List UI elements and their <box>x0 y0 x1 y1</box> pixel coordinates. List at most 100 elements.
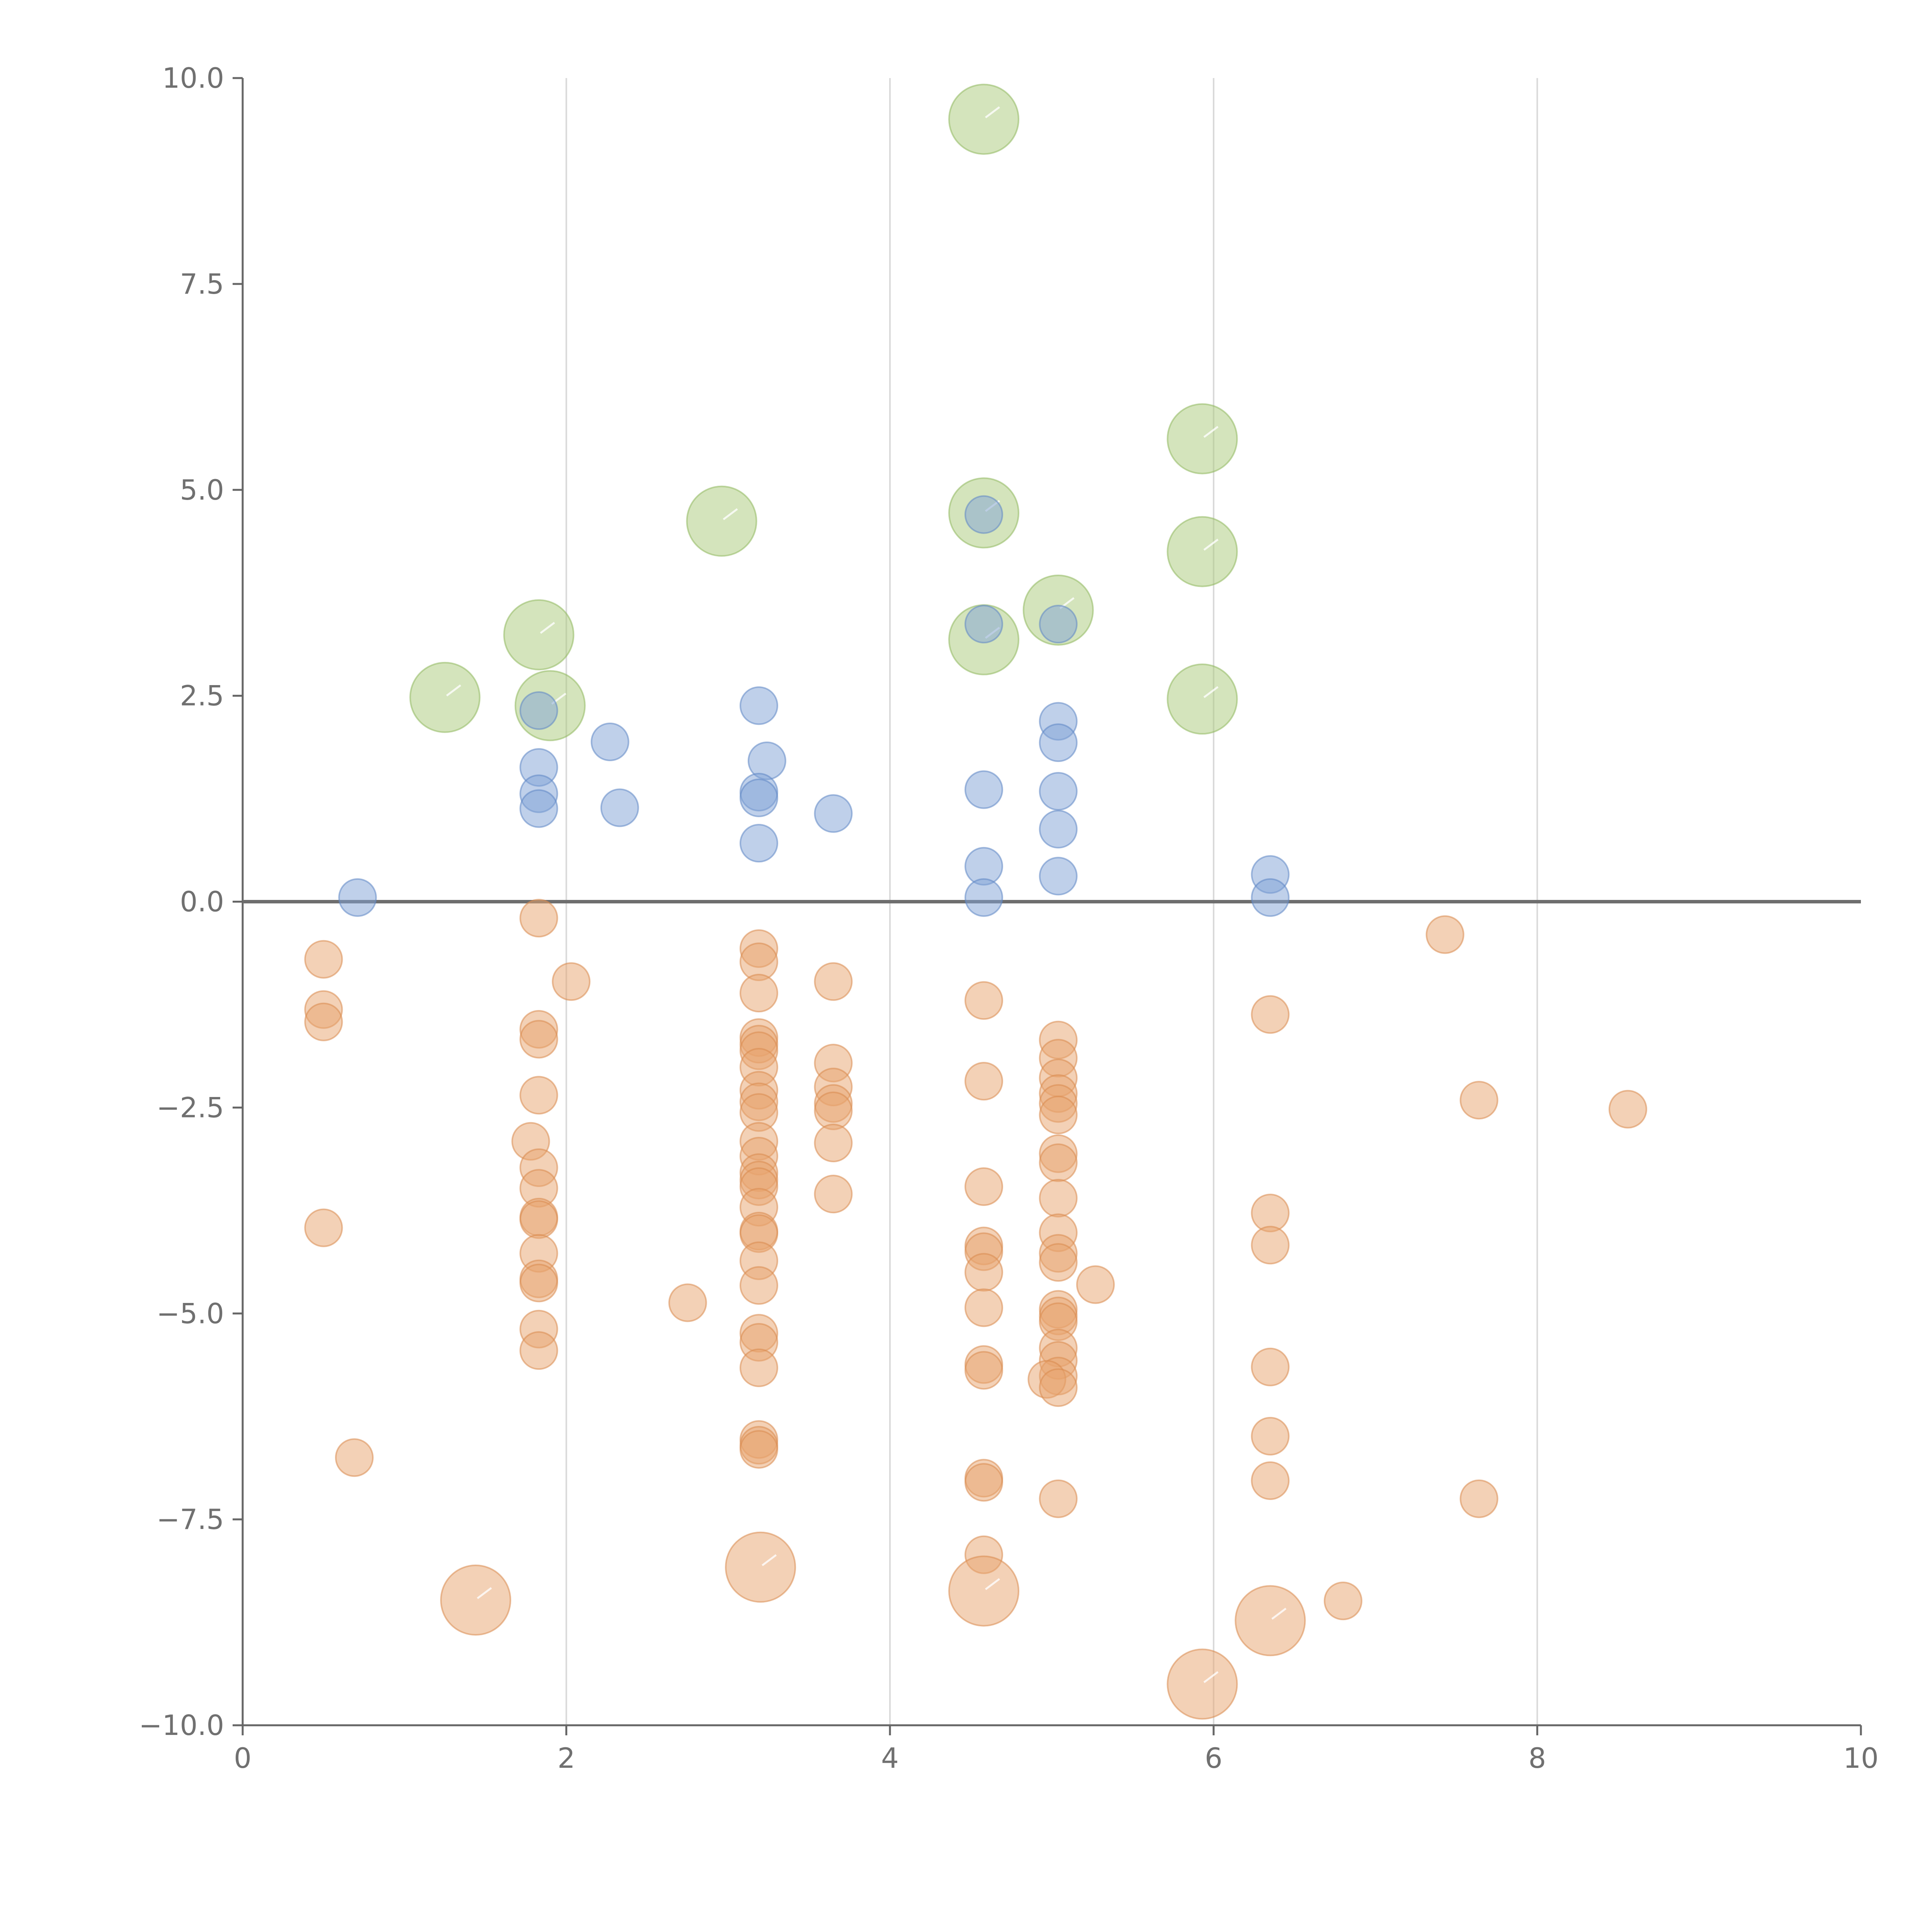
data-point <box>964 1167 1003 1206</box>
data-point <box>1251 995 1290 1034</box>
data-point <box>725 1531 796 1603</box>
data-point <box>519 789 558 828</box>
x-tick-label: 4 <box>881 1742 899 1774</box>
data-point <box>519 1331 558 1370</box>
point-highlight <box>1203 1671 1219 1683</box>
data-point <box>304 1208 343 1247</box>
point-highlight <box>985 1578 1000 1590</box>
data-point <box>1251 1461 1290 1500</box>
data-point <box>964 605 1003 644</box>
data-point <box>1039 605 1078 644</box>
point-highlight <box>477 1587 492 1599</box>
data-point <box>1251 1347 1290 1386</box>
point-highlight <box>446 684 461 697</box>
x-tick-label: 8 <box>1528 1742 1546 1774</box>
data-point <box>964 770 1003 809</box>
data-point <box>335 1438 374 1477</box>
data-point <box>964 1463 1003 1502</box>
point-highlight <box>985 106 1000 119</box>
data-point <box>519 1020 558 1059</box>
data-point <box>686 485 757 557</box>
data-point <box>1167 516 1238 587</box>
data-point <box>739 1266 778 1305</box>
data-point <box>948 1555 1020 1627</box>
data-point <box>948 83 1020 155</box>
data-point <box>1167 663 1238 735</box>
series-blue <box>338 495 1290 917</box>
data-point <box>304 1002 343 1041</box>
data-point <box>1039 857 1078 896</box>
data-point <box>519 1200 558 1239</box>
data-point <box>1039 1179 1078 1218</box>
point-highlight <box>1203 539 1219 551</box>
data-point <box>964 1351 1003 1390</box>
data-point <box>503 599 575 670</box>
data-point <box>814 1175 853 1214</box>
data-point <box>1425 915 1464 954</box>
data-point <box>668 1283 707 1322</box>
y-tick-label: 7.5 <box>180 268 224 300</box>
data-point <box>739 824 778 863</box>
data-point <box>1459 1479 1498 1518</box>
y-tick-label: 2.5 <box>180 680 224 712</box>
data-point <box>1251 878 1290 917</box>
data-point <box>964 1062 1003 1101</box>
y-tick-label: 10.0 <box>162 62 224 94</box>
data-point <box>1039 1095 1078 1134</box>
data-point <box>1076 1265 1115 1304</box>
data-point <box>1608 1090 1647 1129</box>
series-orange <box>304 899 1647 1621</box>
data-point <box>814 794 853 833</box>
data-point <box>1251 1417 1290 1456</box>
point-highlight <box>1271 1607 1287 1620</box>
data-point <box>440 1565 512 1636</box>
data-point <box>552 962 591 1001</box>
data-point <box>739 1430 778 1469</box>
data-point <box>304 940 343 979</box>
data-point <box>519 691 558 730</box>
data-point <box>519 899 558 938</box>
point-highlight <box>762 1554 777 1566</box>
data-point <box>964 878 1003 917</box>
y-tick-label: −10.0 <box>139 1709 224 1742</box>
point-highlight <box>723 508 738 520</box>
data-point <box>519 1076 558 1115</box>
y-tick-label: −5.0 <box>156 1297 224 1330</box>
data-point <box>1039 1243 1078 1282</box>
x-tick-label: 2 <box>558 1742 575 1774</box>
data-point <box>739 1348 778 1387</box>
data-point <box>1039 723 1078 762</box>
y-tick-label: 0.0 <box>180 886 224 918</box>
data-point <box>964 1253 1003 1292</box>
data-point <box>600 788 639 827</box>
data-point <box>1039 1479 1078 1518</box>
data-point <box>1039 810 1078 849</box>
data-point <box>739 974 778 1013</box>
y-tick-label: 5.0 <box>180 474 224 506</box>
data-point <box>1459 1081 1498 1120</box>
data-point <box>1251 1226 1290 1265</box>
data-point <box>1167 1648 1238 1720</box>
data-point <box>519 1264 558 1303</box>
point-highlight <box>1203 686 1219 698</box>
x-tick-label: 6 <box>1205 1742 1223 1774</box>
data-point <box>1039 1143 1078 1182</box>
axis-layer: 0 2 4 6 8 10 10.0 7.5 5.0 2.5 0.0 −2.5 −5.0 −7.5 −10.0 <box>139 62 1878 1774</box>
data-point <box>814 962 853 1001</box>
y-tick-label: −7.5 <box>156 1503 224 1536</box>
data-point <box>409 662 481 733</box>
data-point <box>814 1124 853 1163</box>
x-tick-label: 0 <box>234 1742 252 1774</box>
data-point <box>1039 1368 1078 1407</box>
y-tick-label: −2.5 <box>156 1091 224 1124</box>
data-point <box>1235 1585 1306 1656</box>
data-point <box>964 981 1003 1020</box>
data-point <box>1039 772 1078 811</box>
data-point <box>964 495 1003 534</box>
series-orange-large <box>440 1531 1306 1720</box>
x-tick-label: 10 <box>1843 1742 1879 1774</box>
data-point <box>1323 1582 1362 1621</box>
data-point <box>1167 403 1238 474</box>
data-point <box>739 778 778 817</box>
